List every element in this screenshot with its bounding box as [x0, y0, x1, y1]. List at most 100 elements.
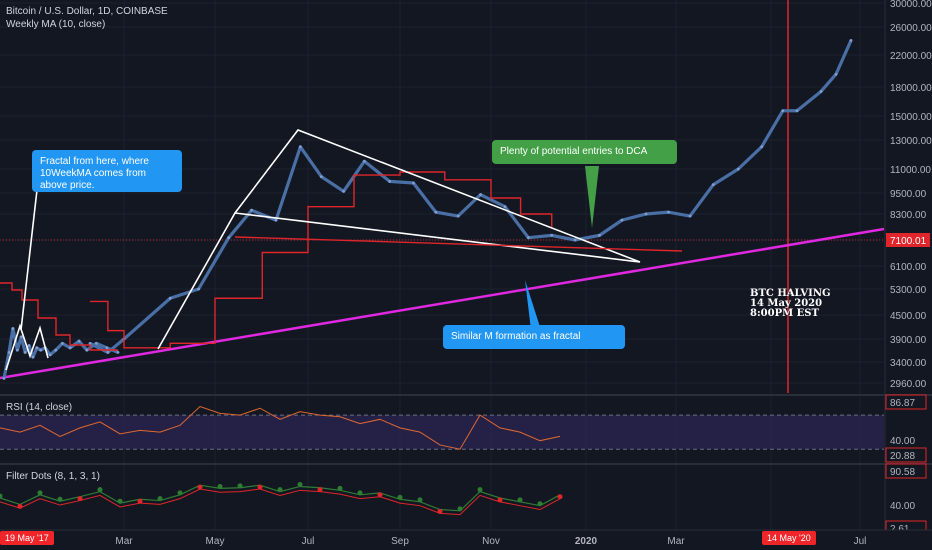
time-tick-label-6: Mar: [667, 536, 685, 547]
rsi-line: [0, 405, 561, 450]
filter-dot-28: [557, 494, 563, 500]
filter-dot-15: [297, 482, 303, 488]
price-tick-label-5: 13000.00: [890, 136, 932, 147]
price-point-0-1: [7, 351, 11, 354]
price-point-0-11: [48, 353, 52, 357]
dca-callout-pointer: [585, 166, 599, 228]
fractal-m-pattern: [5, 323, 49, 371]
filter-dot-10: [197, 484, 203, 490]
price-tick-label-10: 6100.00: [890, 262, 927, 273]
price-point-0-19: [116, 351, 120, 354]
price-point-1-30: [795, 109, 799, 113]
price-point-0-15: [77, 339, 81, 343]
price-tick-label-11: 5300.00: [890, 285, 927, 296]
price-point-0-17: [94, 341, 98, 345]
price-point-0-4: [19, 335, 23, 339]
price-point-0-12: [54, 348, 58, 352]
price-point-1-25: [688, 214, 692, 218]
price-point-1-8: [298, 145, 302, 149]
filter-tick-box-0: [885, 463, 927, 479]
price-point-0-2: [11, 327, 15, 330]
filter-dot-20: [397, 494, 403, 500]
filter-dot-24: [477, 487, 483, 493]
price-tick-label-13: 3900.00: [890, 335, 927, 346]
rsi-tick-label-2: 20.88: [890, 451, 915, 462]
red-trend-line: [234, 236, 683, 252]
time-tick-label-4: Nov: [482, 536, 500, 547]
price-point-1-33: [849, 39, 853, 42]
time-tick-label-3: Sep: [391, 536, 409, 547]
price-tick-label-6: 11000.00: [890, 165, 931, 176]
filter-slow-line: [0, 488, 561, 516]
filter-dot-1: [17, 503, 23, 509]
halving-date-tag: 14 May '20: [762, 531, 816, 545]
price-point-0-14: [68, 346, 72, 350]
fractal-callout: Fractal from here, where 10WeekMA comes …: [32, 150, 182, 192]
filter-dot-25: [497, 497, 503, 503]
m-formation-callout: Similar M formation as fractal: [443, 325, 625, 349]
filter-dot-22: [437, 508, 443, 514]
price-point-0-18: [105, 346, 109, 350]
price-point-1-11: [362, 159, 366, 163]
price-point-1-10: [342, 189, 346, 193]
symbol-title: Bitcoin / U.S. Dollar, 1D, COINBASE: [6, 6, 168, 17]
rsi-title: RSI (14, close): [6, 402, 73, 413]
filter-dot-7: [137, 498, 143, 504]
filter-dot-4: [77, 496, 83, 502]
price-point-1-0: [88, 341, 92, 345]
price-point-0-5: [23, 351, 27, 354]
filter-dot-2: [37, 490, 43, 496]
price-point-0-16: [85, 348, 89, 352]
price-point-1-27: [736, 167, 740, 171]
price-point-1-28: [760, 145, 764, 149]
filter-tick-label-0: 90.58: [890, 467, 915, 478]
filter-dot-3: [57, 496, 63, 502]
price-tick-label-14: 3400.00: [890, 358, 927, 369]
fractal-callout-pointer: [20, 189, 38, 331]
time-tick-label-5: 2020: [575, 536, 598, 547]
filter-dot-11: [217, 483, 223, 489]
indicator-title: Weekly MA (10, close): [6, 19, 106, 30]
filter-dot-17: [337, 485, 343, 491]
price-point-1-14: [434, 210, 438, 214]
filter-dot-14: [277, 487, 283, 493]
filter-dot-21: [417, 497, 423, 503]
price-point-1-31: [819, 90, 823, 93]
weekly-ma-line: [90, 171, 553, 349]
price-tick-label-12: 4500.00: [890, 311, 927, 322]
time-axis-background: [0, 530, 932, 550]
price-point-1-29: [781, 109, 785, 113]
m-callout-pointer: [525, 280, 541, 330]
price-point-0-0: [2, 377, 6, 380]
price-point-1-16: [479, 193, 482, 197]
price-point-1-6: [250, 208, 253, 212]
filter-dot-9: [177, 490, 183, 496]
price-point-1-7: [274, 218, 278, 222]
price-point-1-18: [526, 236, 530, 240]
price-point-1-32: [834, 72, 838, 76]
filter-dot-13: [257, 484, 263, 490]
filter-dot-5: [97, 487, 103, 493]
price-point-0-13: [60, 341, 64, 345]
price-point-0-9: [39, 348, 43, 352]
price-tick-label-4: 15000.00: [890, 112, 932, 123]
rsi-tick-label-0: 86.87: [890, 398, 915, 409]
price-point-1-23: [644, 212, 648, 216]
weekly-ma-fractal-line: [0, 282, 118, 351]
support-trendline: [0, 227, 885, 380]
rsi-tick-label-1: 40.00: [890, 436, 915, 447]
time-tick-label-0: Mar: [115, 536, 133, 547]
filter-dot-26: [517, 497, 523, 503]
price-tick-label-15: 2960.00: [890, 379, 927, 390]
time-tick-label-2: Jul: [302, 536, 315, 547]
price-point-1-24: [667, 210, 670, 214]
price-point-1-9: [319, 175, 323, 179]
price-point-1-19: [550, 233, 554, 237]
filter-dot-27: [537, 501, 543, 507]
price-tick-label-0: 30000.00: [890, 0, 932, 10]
price-point-0-6: [27, 344, 31, 347]
filter-dot-23: [457, 506, 463, 512]
price-tick-label-2: 22000.00: [890, 51, 932, 62]
